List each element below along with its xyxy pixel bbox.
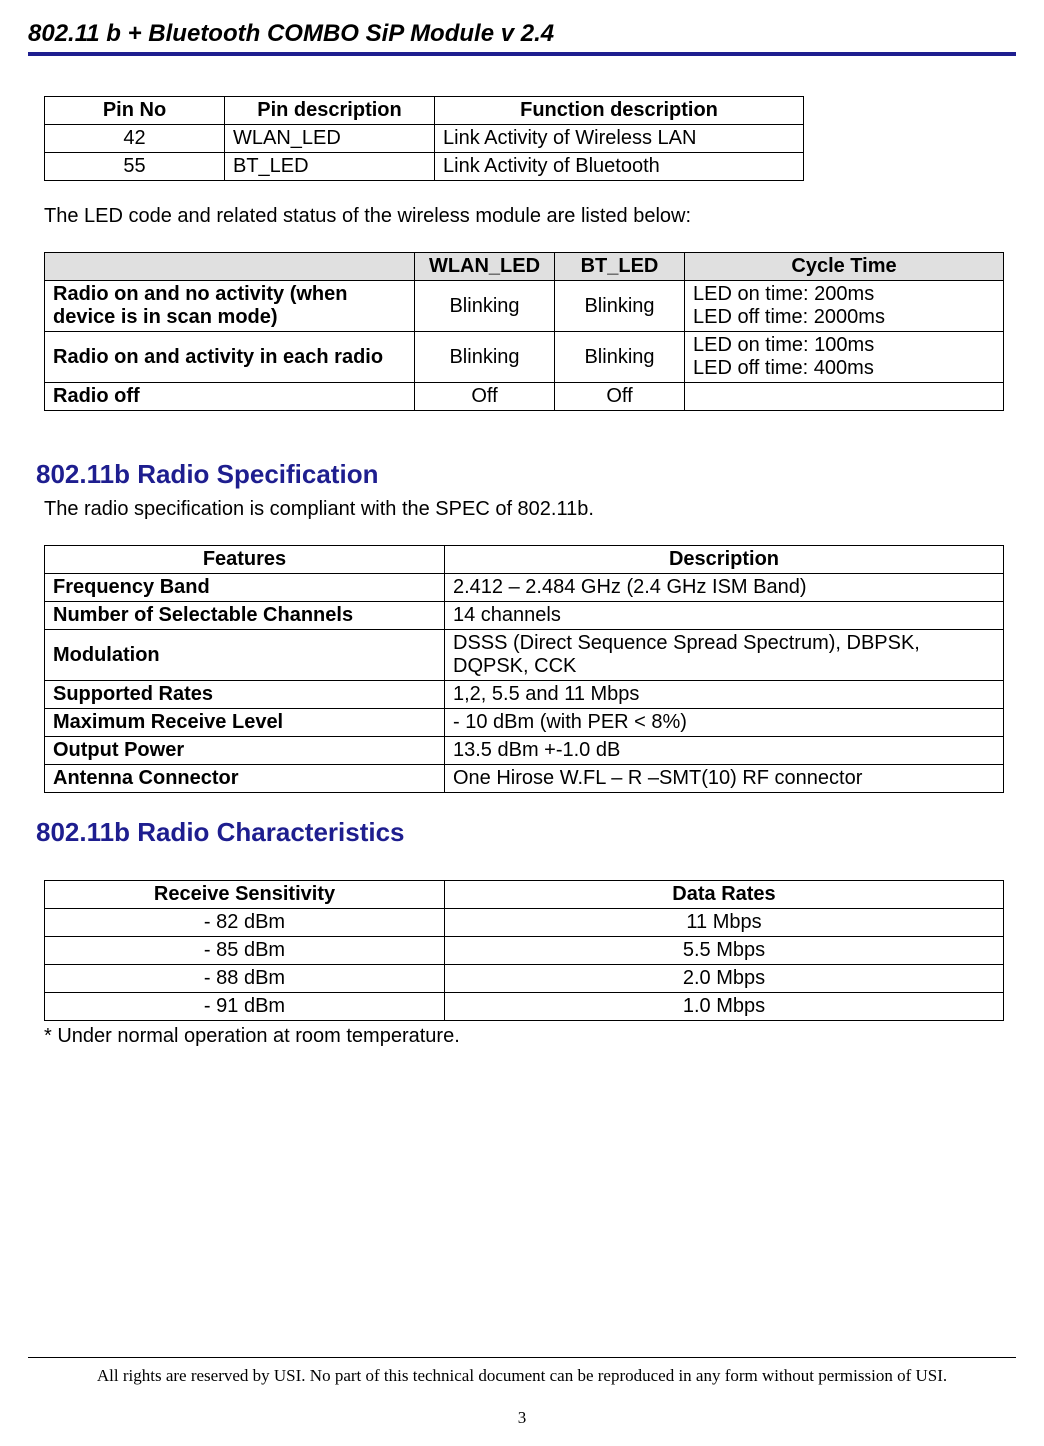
pin-func: Link Activity of Wireless LAN	[435, 125, 804, 153]
footer-copyright: All rights are reserved by USI. No part …	[28, 1366, 1016, 1386]
led-intro-text: The LED code and related status of the w…	[44, 205, 1016, 228]
spec-desc: One Hirose W.FL – R –SMT(10) RF connecto…	[445, 765, 1004, 793]
led-header-state	[45, 253, 415, 281]
radio-spec-table: Features Description Frequency Band2.412…	[44, 545, 1004, 793]
spec-feature: Number of Selectable Channels	[45, 602, 445, 630]
spec-desc: DSSS (Direct Sequence Spread Spectrum), …	[445, 630, 1004, 681]
led-bt: Blinking	[555, 332, 685, 383]
pin-header-no: Pin No	[45, 97, 225, 125]
pin-desc: BT_LED	[225, 153, 435, 181]
spec-header-features: Features	[45, 546, 445, 574]
pin-header-func: Function description	[435, 97, 804, 125]
led-header-wlan: WLAN_LED	[415, 253, 555, 281]
table-row: Frequency Band2.412 – 2.484 GHz (2.4 GHz…	[45, 574, 1004, 602]
led-status-table: WLAN_LED BT_LED Cycle Time Radio on and …	[44, 252, 1004, 411]
table-header-row: Receive Sensitivity Data Rates	[45, 881, 1004, 909]
led-state: Radio off	[45, 383, 415, 411]
table-row: Number of Selectable Channels14 channels	[45, 602, 1004, 630]
radio-char-heading: 802.11b Radio Characteristics	[36, 817, 1016, 848]
led-wlan: Off	[415, 383, 555, 411]
table-row: 42 WLAN_LED Link Activity of Wireless LA…	[45, 125, 804, 153]
char-rate: 2.0 Mbps	[445, 965, 1004, 993]
table-row: - 85 dBm5.5 Mbps	[45, 937, 1004, 965]
led-header-cycle: Cycle Time	[685, 253, 1004, 281]
spec-feature: Antenna Connector	[45, 765, 445, 793]
led-wlan: Blinking	[415, 281, 555, 332]
spec-desc: - 10 dBm (with PER < 8%)	[445, 709, 1004, 737]
spec-feature: Maximum Receive Level	[45, 709, 445, 737]
table-row: - 82 dBm11 Mbps	[45, 909, 1004, 937]
pin-desc: WLAN_LED	[225, 125, 435, 153]
header-rule	[28, 52, 1016, 56]
spec-desc: 2.412 – 2.484 GHz (2.4 GHz ISM Band)	[445, 574, 1004, 602]
table-row: Supported Rates1,2, 5.5 and 11 Mbps	[45, 681, 1004, 709]
table-row: Output Power13.5 dBm +-1.0 dB	[45, 737, 1004, 765]
table-header-row: WLAN_LED BT_LED Cycle Time	[45, 253, 1004, 281]
spec-feature: Frequency Band	[45, 574, 445, 602]
table-row: Maximum Receive Level- 10 dBm (with PER …	[45, 709, 1004, 737]
table-row: - 91 dBm1.0 Mbps	[45, 993, 1004, 1021]
radio-spec-heading: 802.11b Radio Specification	[36, 459, 1016, 490]
char-sens: - 91 dBm	[45, 993, 445, 1021]
led-cycle: LED on time: 100msLED off time: 400ms	[685, 332, 1004, 383]
spec-desc: 13.5 dBm +-1.0 dB	[445, 737, 1004, 765]
table-header-row: Features Description	[45, 546, 1004, 574]
table-row: Radio off Off Off	[45, 383, 1004, 411]
table-row: Radio on and no activity (when device is…	[45, 281, 1004, 332]
pin-no: 42	[45, 125, 225, 153]
led-state: Radio on and no activity (when device is…	[45, 281, 415, 332]
pin-table: Pin No Pin description Function descript…	[44, 96, 804, 181]
spec-header-desc: Description	[445, 546, 1004, 574]
spec-desc: 14 channels	[445, 602, 1004, 630]
table-row: ModulationDSSS (Direct Sequence Spread S…	[45, 630, 1004, 681]
table-row: - 88 dBm2.0 Mbps	[45, 965, 1004, 993]
char-footnote: * Under normal operation at room tempera…	[44, 1025, 1016, 1048]
char-sens: - 82 dBm	[45, 909, 445, 937]
table-row: 55 BT_LED Link Activity of Bluetooth	[45, 153, 804, 181]
char-rate: 1.0 Mbps	[445, 993, 1004, 1021]
char-rate: 11 Mbps	[445, 909, 1004, 937]
led-bt: Blinking	[555, 281, 685, 332]
pin-no: 55	[45, 153, 225, 181]
table-header-row: Pin No Pin description Function descript…	[45, 97, 804, 125]
led-state: Radio on and activity in each radio	[45, 332, 415, 383]
spec-feature: Modulation	[45, 630, 445, 681]
led-bt: Off	[555, 383, 685, 411]
page-number: 3	[0, 1408, 1044, 1428]
footer-rule	[28, 1357, 1016, 1358]
table-row: Antenna ConnectorOne Hirose W.FL – R –SM…	[45, 765, 1004, 793]
spec-feature: Output Power	[45, 737, 445, 765]
led-cycle	[685, 383, 1004, 411]
led-wlan: Blinking	[415, 332, 555, 383]
spec-desc: 1,2, 5.5 and 11 Mbps	[445, 681, 1004, 709]
led-cycle: LED on time: 200msLED off time: 2000ms	[685, 281, 1004, 332]
spec-feature: Supported Rates	[45, 681, 445, 709]
char-sens: - 88 dBm	[45, 965, 445, 993]
radio-char-table: Receive Sensitivity Data Rates - 82 dBm1…	[44, 880, 1004, 1021]
char-rate: 5.5 Mbps	[445, 937, 1004, 965]
led-header-bt: BT_LED	[555, 253, 685, 281]
char-sens: - 85 dBm	[45, 937, 445, 965]
char-header-rate: Data Rates	[445, 881, 1004, 909]
document-title: 802.11 b + Bluetooth COMBO SiP Module v …	[28, 20, 1016, 52]
char-header-sens: Receive Sensitivity	[45, 881, 445, 909]
radio-spec-intro: The radio specification is compliant wit…	[44, 498, 1016, 521]
table-row: Radio on and activity in each radio Blin…	[45, 332, 1004, 383]
pin-func: Link Activity of Bluetooth	[435, 153, 804, 181]
pin-header-desc: Pin description	[225, 97, 435, 125]
